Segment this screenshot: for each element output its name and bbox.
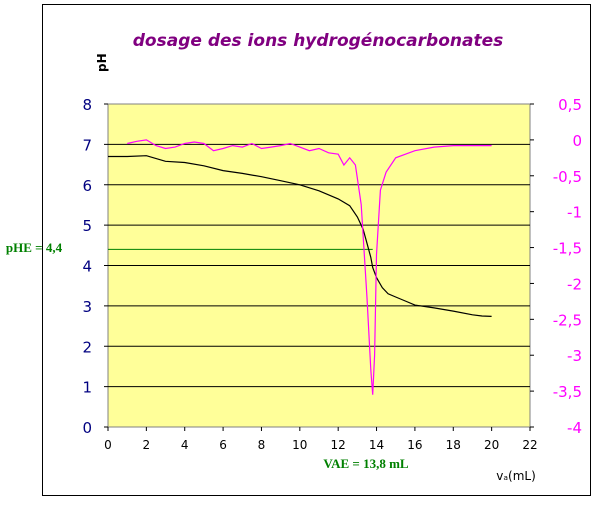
left-tick-label-8: 8 [82, 96, 92, 114]
x-tick-label-1: 2 [143, 438, 151, 452]
left-tick-label-5: 5 [82, 217, 92, 235]
x-axis-ticks: 0 2 4 6 8 10 12 14 16 18 20 22 [104, 427, 538, 452]
right-tick-label-0: 0,5 [558, 96, 582, 114]
right-tick-label-9: -4 [567, 419, 582, 437]
left-axis-ticks: 0 1 2 3 4 5 6 7 8 [82, 96, 108, 437]
series-line-1 [127, 139, 492, 395]
right-tick-label-3: -1 [567, 204, 582, 222]
x-tick-label-10: 20 [484, 438, 499, 452]
right-tick-label-5: -2 [567, 275, 582, 293]
right-tick-label-1: 0 [572, 132, 582, 150]
left-tick-label-0: 0 [82, 419, 92, 437]
x-tick-label-3: 6 [219, 438, 227, 452]
left-tick-label-3: 3 [82, 298, 92, 316]
x-tick-label-4: 8 [258, 438, 266, 452]
volume-equivalence-label: VAE = 13,8 mL [323, 456, 409, 471]
left-tick-label-1: 1 [82, 379, 92, 397]
x-tick-label-11: 22 [522, 438, 537, 452]
ph-equivalence-label: pHE = 4,4 [6, 240, 63, 255]
right-tick-label-7: -3 [567, 347, 582, 365]
right-tick-label-4: -1,5 [553, 240, 582, 258]
chart-title: dosage des ions hydrogénocarbonates [133, 31, 503, 51]
x-tick-label-8: 16 [407, 438, 422, 452]
x-tick-label-6: 12 [331, 438, 346, 452]
x-tick-label-2: 4 [181, 438, 189, 452]
x-axis-label: vₐ(mL) [496, 469, 536, 483]
y-axis-label: pH [95, 53, 109, 72]
right-axis-ticks: 0,5 0 -0,5 -1 -1,5 -2 -2,5 -3 -3,5 -4 [530, 96, 582, 437]
gridlines [108, 143, 530, 388]
left-tick-label-6: 6 [82, 177, 92, 195]
right-tick-label-6: -2,5 [553, 311, 582, 329]
x-tick-label-0: 0 [104, 438, 112, 452]
series-line-0 [108, 155, 492, 317]
x-tick-label-5: 10 [292, 438, 307, 452]
right-tick-label-8: -3,5 [553, 383, 582, 401]
left-tick-label-2: 2 [82, 338, 92, 356]
left-tick-label-4: 4 [82, 258, 92, 276]
x-tick-label-7: 14 [369, 438, 384, 452]
right-tick-label-2: -0,5 [553, 168, 582, 186]
series-layer [108, 139, 492, 395]
x-tick-label-9: 18 [446, 438, 461, 452]
left-tick-label-7: 7 [82, 136, 92, 154]
